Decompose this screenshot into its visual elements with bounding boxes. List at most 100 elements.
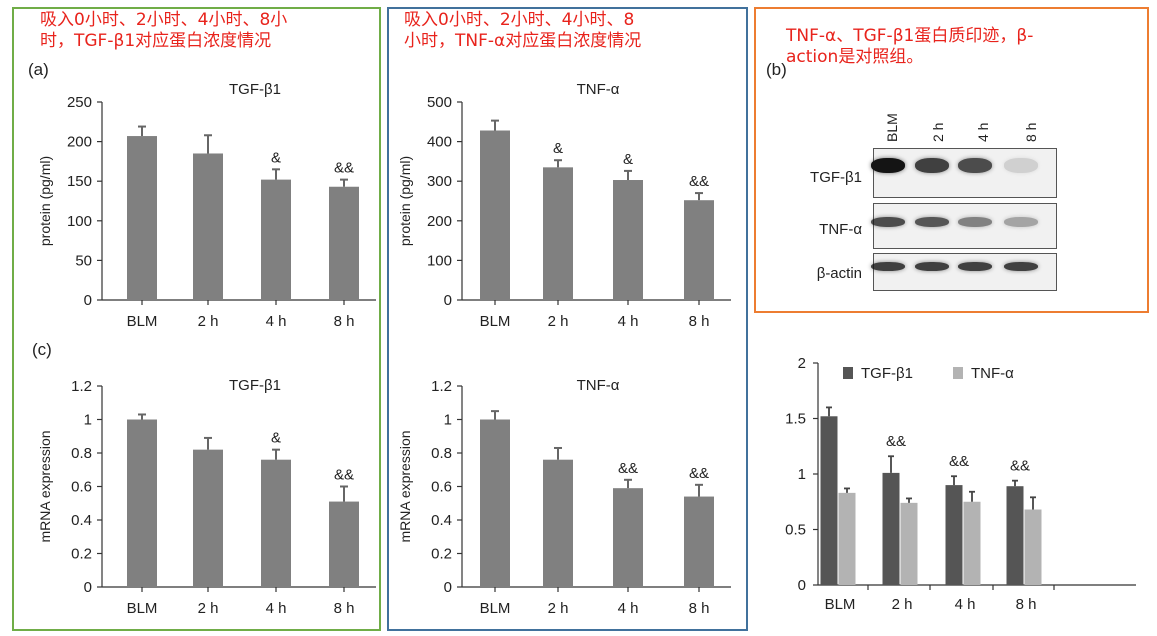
chart-protein-tgf: 0 50 100 150 200 250 protein (pg/ml) TGF-β1 BLM 2… [37,81,376,330]
panel-letter-a: (a) [28,60,49,79]
blot-band [871,217,905,227]
y-tick-label: 1 [84,412,92,429]
y-tick-label: 0 [84,292,92,309]
y-tick-label: 0.6 [431,479,452,496]
y-tick-label: 0.2 [431,546,452,563]
bar [945,485,963,585]
x-tick-label: 8 h [334,313,355,330]
legend-label: TNF-α [971,365,1014,382]
y-tick-label: 0.6 [71,479,92,496]
bar [1006,486,1024,585]
blot-band [1004,157,1038,173]
y-tick-label: 2 [798,355,806,372]
green-annotation-line2: 时，TGF-β1对应蛋白浓度情况 [40,31,272,51]
y-tick-label: 0 [798,577,806,594]
blot-band [958,157,992,173]
chart-title: TNF-α [577,377,620,394]
chart-title: TGF-β1 [229,377,281,394]
significance-mark: & [271,149,281,166]
bar [329,186,359,300]
orange-frame [754,7,1149,313]
bar [613,180,643,300]
bar [820,416,838,585]
blot-lane-label: 4 h [975,122,991,142]
bar [261,459,291,587]
significance-mark: && [618,460,638,477]
x-tick-label: BLM [127,600,158,617]
significance-mark: && [689,173,709,190]
y-tick-label: 100 [67,213,92,230]
blue-annotation-line1: 吸入0小时、2小时、4小时、8 [404,10,635,30]
x-tick-label: 8 h [689,600,710,617]
bar [838,492,856,585]
bar [127,136,157,300]
y-tick-label: 0.4 [431,512,452,529]
blot-band [1004,217,1038,227]
x-tick-label: 4 h [618,600,639,617]
x-tick-label: 8 h [1016,596,1037,613]
x-tick-label: 2 h [548,313,569,330]
bar [613,488,643,587]
x-tick-label: BLM [480,600,511,617]
y-axis-label: protein (pg/ml) [37,156,53,246]
chart-mrna-tnf: 0 0.2 0.4 0.6 0.8 1 1.2 mRNA expression TNF-α BLM… [397,377,731,617]
legend-swatch [843,367,853,379]
y-tick-label: 300 [427,173,452,190]
x-tick-label: 2 h [198,600,219,617]
y-tick-label: 0 [444,292,452,309]
legend-swatch [953,367,963,379]
blot-band [958,217,992,227]
y-tick-label: 0.8 [71,445,92,462]
blot-band [871,261,905,271]
chart-title: TGF-β1 [229,81,281,98]
blot-band [915,217,949,227]
y-tick-label: 50 [75,252,92,269]
y-tick-label: 1 [444,412,452,429]
bar [193,153,223,300]
blot-row-label: β-actin [816,265,862,282]
x-tick-label: 4 h [266,600,287,617]
bar [193,449,223,587]
significance-mark: && [334,467,354,484]
y-tick-label: 200 [67,134,92,151]
bar [1024,509,1042,585]
y-tick-label: 200 [427,213,452,230]
y-tick-label: 0 [84,579,92,596]
significance-mark: && [949,453,969,470]
panel-letter-c: (c) [32,340,52,359]
y-tick-label: 100 [427,252,452,269]
y-tick-label: 1.2 [431,378,452,395]
green-annotation: 吸入0小时、2小时、4小时、8小 时，TGF-β1对应蛋白浓度情况 [40,10,287,52]
x-tick-label: 2 h [548,600,569,617]
significance-mark: && [334,160,354,177]
chart-blot-quant: 0 0.5 1 1.5 2 TGF-β1 TNF-α BLM && 2 h && 4 h && 8 h [785,355,1136,613]
x-tick-label: 8 h [334,600,355,617]
significance-mark: & [271,430,281,447]
y-axis-label: mRNA expression [397,430,413,542]
y-tick-label: 1.2 [71,378,92,395]
chart-protein-tnf: 0 100 200 300 400 500 protein (pg/ml) TNF-α BLM &… [397,81,731,330]
blot-lane-label: 2 h [930,122,946,142]
blue-annotation: 吸入0小时、2小时、4小时、8 小时，TNF-α对应蛋白浓度情况 [404,10,641,52]
orange-annotation-line1: TNF-α、TGF-β1蛋白质印迹，β- [786,26,1034,46]
bar [261,179,291,300]
bar [329,501,359,587]
significance-mark: && [1010,458,1030,475]
blot-strip-tgf [873,148,1057,198]
x-tick-label: 4 h [618,313,639,330]
y-tick-label: 0.4 [71,512,92,529]
significance-mark: & [623,151,633,168]
chart-title: TNF-α [577,81,620,98]
blot-lane-label: BLM [884,113,900,142]
significance-mark: & [553,140,563,157]
legend-label: TGF-β1 [861,365,913,382]
blot-row-label: TNF-α [819,221,862,238]
green-annotation-line1: 吸入0小时、2小时、4小时、8小 [40,10,288,30]
blot-lane-label: 8 h [1023,122,1039,142]
panel-letter-b: (b) [766,60,787,79]
y-axis-label: protein (pg/ml) [397,156,413,246]
y-tick-label: 1 [798,466,806,483]
x-tick-label: 4 h [955,596,976,613]
y-axis-label: mRNA expression [37,430,53,542]
y-tick-label: 1.5 [785,411,806,428]
